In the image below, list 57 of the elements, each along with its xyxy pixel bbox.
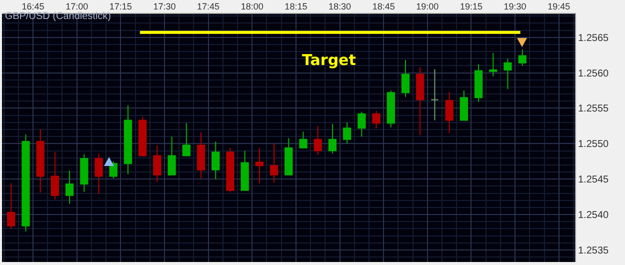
candlestick (124, 104, 132, 175)
candlestick (504, 58, 512, 90)
y-tick-label: 1.2550 (578, 139, 610, 150)
candlestick (7, 182, 16, 230)
candlestick (65, 170, 74, 204)
candlestick (196, 132, 206, 179)
y-tick-label: 1.2535 (578, 245, 610, 256)
x-tick-label: 18:00 (240, 1, 264, 12)
x-tick-label: 17:15 (109, 1, 132, 12)
x-tick-label: 17:45 (197, 1, 220, 12)
x-tick-label: 17:30 (153, 1, 176, 12)
candlestick (36, 129, 44, 194)
y-tick-label: 1.2545 (578, 174, 610, 186)
candlestick (153, 144, 162, 182)
candlestick (270, 143, 278, 184)
x-tick-label: 18:15 (284, 1, 308, 12)
candlestick (240, 150, 249, 191)
x-tick-label: 19:45 (548, 1, 570, 12)
candlestick (168, 136, 176, 176)
candlestick (299, 131, 308, 148)
candlestick (138, 116, 147, 157)
candlestick (94, 153, 103, 194)
candlestick (430, 68, 439, 121)
candlestick (401, 60, 410, 98)
x-tick-label: 18:30 (328, 1, 352, 12)
y-tick-label: 1.2540 (578, 210, 610, 222)
chart-title: GBP/USD (Candlestick) (4, 10, 112, 22)
candlestick (358, 111, 366, 138)
candlestick (80, 154, 88, 192)
candlestick (22, 134, 30, 232)
candlestick (50, 152, 60, 200)
x-tick-label: 17:00 (66, 1, 88, 12)
candlestick (255, 147, 264, 184)
y-tick-label: 1.2555 (578, 104, 610, 115)
candlestick (386, 90, 395, 128)
candlestick (489, 52, 498, 77)
y-tick-label: 1.2560 (578, 68, 610, 80)
x-tick-label: 18:45 (372, 1, 395, 12)
candlestick (226, 147, 234, 194)
candlestick (328, 123, 337, 154)
candlestick (518, 48, 526, 66)
x-tick-label: 19:30 (504, 1, 526, 12)
candlestick (474, 64, 483, 102)
candlestick (182, 122, 190, 156)
candlestick (460, 90, 468, 121)
x-tick-label: 16:45 (22, 1, 44, 12)
candlestick (445, 91, 454, 134)
candlestick (416, 66, 424, 136)
x-tick-label: 19:15 (460, 1, 482, 12)
candlestick (212, 141, 220, 180)
x-tick-label: 19:00 (416, 1, 439, 12)
y-tick-label: 1.2565 (578, 32, 610, 44)
candlestick (284, 138, 293, 176)
annotation: Target (302, 51, 356, 69)
candlestick (343, 122, 352, 144)
candlestick (372, 110, 380, 129)
candlestick (314, 125, 322, 156)
